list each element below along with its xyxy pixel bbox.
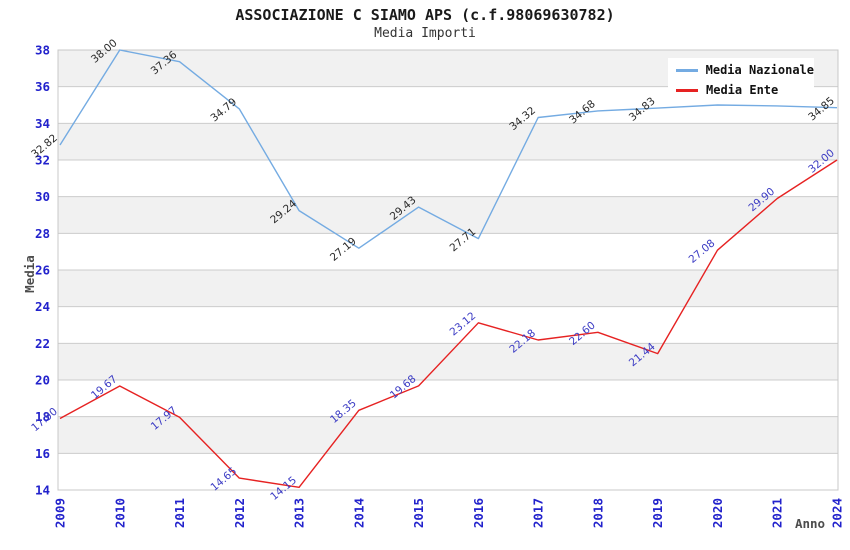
series-line-media-ente bbox=[59, 159, 838, 488]
x-tick-label: 2012 bbox=[232, 498, 247, 528]
plot-band bbox=[58, 453, 838, 490]
y-tick-label: 20 bbox=[35, 373, 50, 388]
x-tick-label: 2011 bbox=[172, 498, 187, 528]
y-tick-label: 34 bbox=[35, 116, 50, 131]
plot-band bbox=[58, 160, 838, 197]
chart-subtitle: Media Importi bbox=[374, 26, 476, 41]
x-tick-label: 2019 bbox=[650, 498, 665, 528]
y-tick-label: 30 bbox=[35, 189, 50, 204]
y-tick-label: 26 bbox=[35, 263, 50, 278]
plot-band bbox=[58, 343, 838, 380]
x-tick-label: 2015 bbox=[411, 498, 426, 528]
x-tick-label: 2013 bbox=[292, 498, 307, 528]
y-tick-label: 16 bbox=[35, 446, 50, 461]
x-tick-label: 2017 bbox=[531, 498, 546, 528]
series-line-media-nazionale bbox=[59, 49, 838, 249]
plot-band bbox=[58, 416, 838, 454]
media-ente-line-swatch-icon bbox=[676, 88, 698, 92]
y-tick-label: 32 bbox=[35, 153, 50, 168]
legend: Media Nazionale Media Ente bbox=[668, 58, 814, 102]
plot-band bbox=[58, 380, 838, 417]
y-tick-label: 24 bbox=[35, 299, 50, 314]
y-tick-label: 22 bbox=[35, 336, 50, 351]
x-tick-label: 2009 bbox=[53, 498, 68, 528]
y-tick-label: 36 bbox=[35, 79, 50, 94]
plot-band bbox=[58, 270, 838, 307]
plot-band bbox=[58, 306, 838, 344]
x-tick-label: 2021 bbox=[770, 498, 785, 528]
legend-item-media-nazionale: Media Nazionale bbox=[676, 60, 814, 80]
x-tick-label: 2014 bbox=[351, 498, 366, 528]
legend-label: Media Ente bbox=[706, 83, 779, 97]
x-tick-label: 2024 bbox=[830, 498, 845, 528]
y-axis-title: Media bbox=[22, 255, 37, 293]
x-tick-label: 2010 bbox=[112, 498, 127, 528]
chart-title: ASSOCIAZIONE C SIAMO APS (c.f.9806963078… bbox=[235, 6, 615, 24]
legend-item-media-ente: Media Ente bbox=[676, 80, 814, 100]
plot-band bbox=[58, 233, 838, 270]
y-tick-label: 38 bbox=[35, 43, 50, 58]
x-tick-label: 2016 bbox=[471, 498, 486, 528]
legend-label: Media Nazionale bbox=[705, 63, 814, 77]
y-tick-label: 18 bbox=[35, 409, 50, 424]
media-nazionale-line-swatch-icon bbox=[676, 68, 698, 72]
x-tick-label: 2020 bbox=[710, 498, 725, 528]
x-tick-label: 2018 bbox=[590, 498, 605, 528]
y-tick-label: 28 bbox=[35, 226, 50, 241]
plot-band bbox=[58, 196, 838, 234]
y-tick-label: 14 bbox=[35, 483, 50, 498]
plot-band bbox=[58, 123, 838, 160]
plot-border bbox=[57, 49, 839, 491]
x-axis-title: Anno bbox=[795, 516, 825, 531]
